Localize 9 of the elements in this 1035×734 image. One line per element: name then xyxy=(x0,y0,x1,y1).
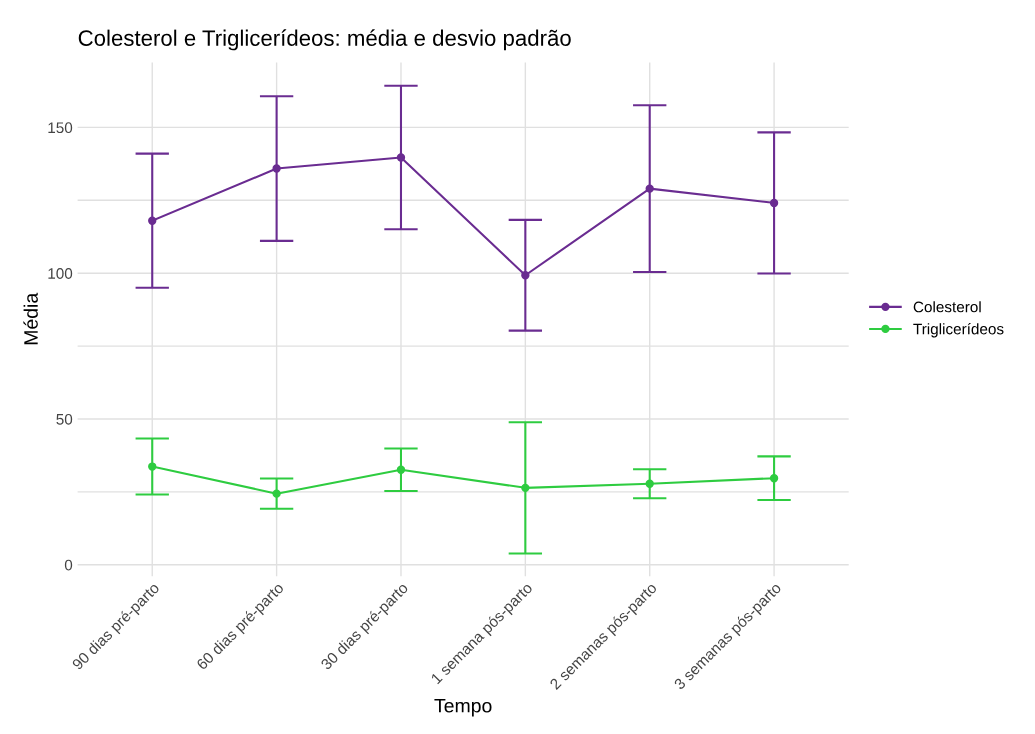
y-tick-label: 150 xyxy=(48,122,73,134)
x-axis-title: Tempo xyxy=(434,698,492,717)
y-tick-label: 50 xyxy=(56,413,73,425)
legend-label: Triglicerídeos xyxy=(913,323,1004,338)
chart-title: Colesterol e Triglicerídeos: média e desvio padrão xyxy=(78,29,571,51)
y-tick-label: 100 xyxy=(48,268,73,279)
y-tick-label: 0 xyxy=(64,559,73,571)
legend-label: Colesterol xyxy=(913,301,981,313)
y-axis-title: Média xyxy=(23,292,38,345)
